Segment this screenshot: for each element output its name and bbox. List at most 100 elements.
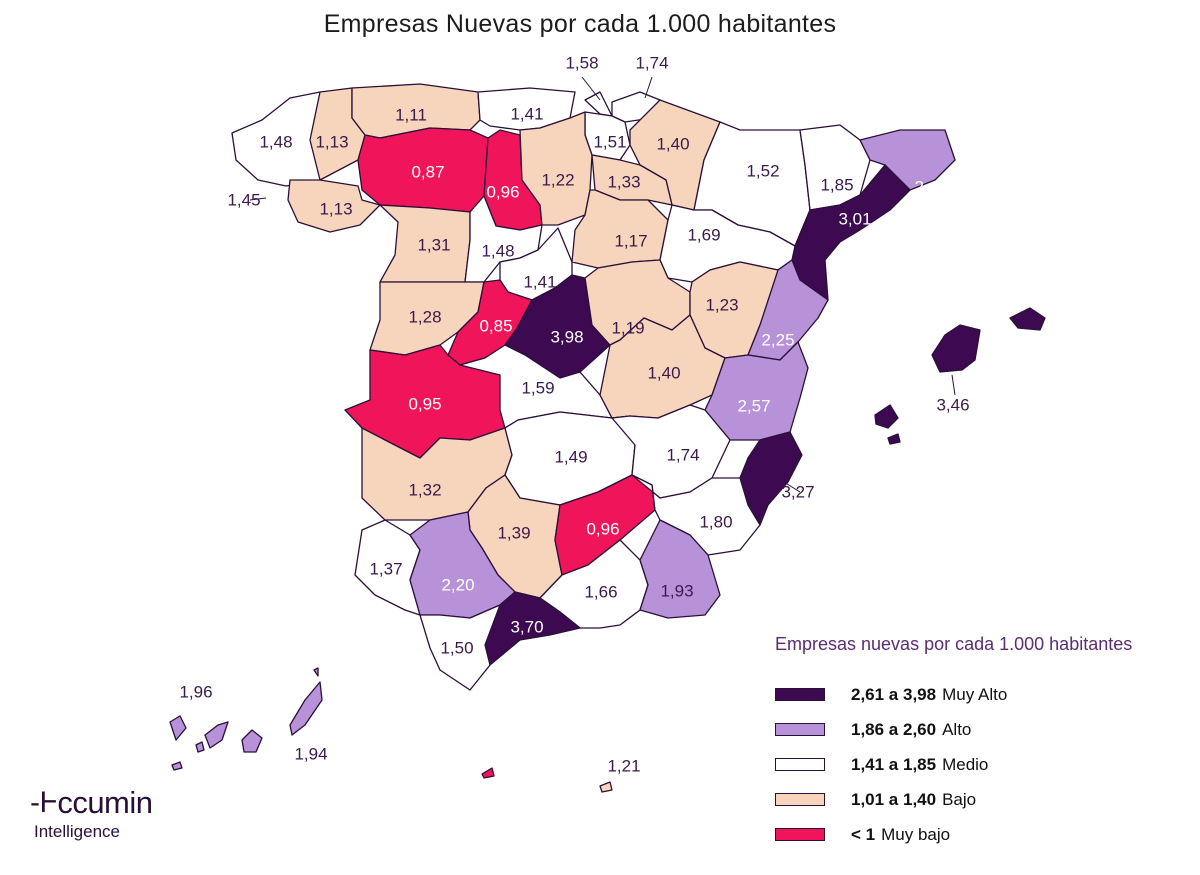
province-area (584, 91, 613, 117)
island-area (1009, 307, 1046, 331)
province-value-label: 1,40 (647, 363, 680, 382)
province-value-label: 3,27 (781, 482, 814, 501)
island-area (171, 761, 183, 771)
province-value-label: 1,74 (666, 445, 699, 464)
province-value-label: 1,13 (315, 132, 348, 151)
province-value-label: 2,41 (914, 177, 947, 196)
province-value-label: 1,74 (635, 53, 668, 72)
province-value-label: 1,23 (705, 295, 738, 314)
province-value-label: 0,87 (411, 162, 444, 181)
province-value-label: 1,66 (584, 582, 617, 601)
label-leader-line (644, 76, 653, 99)
province-area (747, 259, 829, 361)
province-value-label: 1,22 (541, 170, 574, 189)
province-value-label: 1,41 (510, 104, 543, 123)
province-area (931, 324, 981, 373)
province-value-label: 3,70 (510, 617, 543, 636)
province-value-label: 1,58 (565, 53, 598, 72)
province-area (554, 474, 656, 576)
province-value-label: 2,57 (737, 396, 770, 415)
province-area (639, 519, 721, 619)
legend: Empresas nuevas por cada 1.000 habitante… (775, 634, 1195, 852)
province-area (859, 129, 956, 191)
province-area (289, 681, 323, 736)
province-value-label: 1,49 (554, 447, 587, 466)
province-value-label: 1,31 (417, 235, 450, 254)
logo-subtitle: Intelligence (34, 822, 121, 841)
province-area (481, 767, 495, 779)
province-area (599, 781, 613, 793)
legend-swatch (775, 828, 825, 841)
island-area (241, 729, 263, 753)
province-value-label: 0,79 (499, 739, 532, 758)
province-value-label: 1,48 (259, 132, 292, 151)
province-area (611, 404, 731, 499)
province-area (704, 341, 809, 441)
province-value-label: 1,39 (497, 523, 530, 542)
province-value-label: 1,48 (481, 241, 514, 260)
legend-label: Alto (942, 719, 972, 739)
province-shapes (169, 83, 1046, 793)
province-value-label: 3,46 (936, 395, 969, 414)
province-value-label: 1,32 (408, 480, 441, 499)
province-area (791, 164, 911, 301)
province-area (287, 179, 381, 233)
legend-range: 1,01 a 1,40 (851, 789, 937, 809)
province-value-label: 0,95 (408, 394, 441, 413)
province-value-label: 2,25 (761, 330, 794, 349)
accumin-logo: -Ⱶ ccumin Intelligence (30, 785, 153, 842)
province-value-label: 1,69 (687, 225, 720, 244)
legend-swatch (775, 758, 825, 771)
island-area (195, 741, 205, 753)
province-value-label: 1,28 (408, 307, 441, 326)
logo-mark-icon: -Ⱶ (30, 786, 57, 819)
province-value-label: 1,96 (179, 682, 212, 701)
logo-brand: ccumin (57, 785, 153, 820)
legend-range: 1,86 a 2,60 (851, 719, 937, 739)
label-leader-line (783, 481, 801, 493)
island-area (887, 433, 901, 445)
province-value-label: 2,20 (441, 575, 474, 594)
province-value-label: 1,93 (660, 581, 693, 600)
province-value-label: 1,94 (294, 744, 327, 763)
province-value-label: 1,17 (614, 231, 647, 250)
legend-range: < 1 (851, 824, 876, 844)
legend-swatch (775, 688, 825, 701)
province-value-label: 1,51 (593, 132, 626, 151)
legend-range: 1,41 a 1,85 (851, 754, 937, 774)
province-value-label: 3,98 (550, 327, 583, 346)
province-value-label: 1,45 (227, 190, 260, 209)
province-area (739, 431, 803, 526)
province-value-label: 1,21 (607, 756, 640, 775)
province-value-label: 1,85 (820, 175, 853, 194)
legend-label: Medio (942, 754, 989, 774)
province-value-label: 1,59 (521, 378, 554, 397)
province-value-label: 1,13 (319, 199, 352, 218)
label-leaders (249, 76, 956, 493)
legend-label: Muy Alto (942, 684, 1008, 704)
label-leader-line (581, 76, 601, 101)
province-value-label: 1,33 (607, 172, 640, 191)
island-area (313, 667, 319, 677)
province-value-label: 0,96 (486, 182, 519, 201)
province-value-label: 1,80 (699, 512, 732, 531)
province-value-label: 1,40 (656, 134, 689, 153)
province-area (169, 715, 187, 741)
province-value-label: 1,11 (395, 105, 427, 124)
province-labels: 1,48 1,13 1,11 1,41 0,87 0,96 1,45 1,13 1,58 1,74… (179, 53, 969, 775)
legend-range: 2,61 a 3,98 (851, 684, 937, 704)
province-area (419, 604, 501, 691)
province-value-label: 1,41 (523, 272, 556, 291)
legend-swatch (775, 723, 825, 736)
legend-title: Empresas nuevas por cada 1.000 habitante… (775, 634, 1133, 654)
province-value-label: 1,19 (611, 318, 644, 337)
province-value-label: 0,85 (479, 316, 512, 335)
legend-item-muy-bajo: < 1 Muy bajo (775, 817, 1195, 852)
province-value-label: 3,01 (838, 209, 871, 228)
province-value-label: 1,50 (440, 638, 473, 657)
province-value-label: 1,37 (369, 559, 402, 578)
logo-wordmark: -Ⱶ ccumin (30, 785, 153, 821)
province-value-label: 1,52 (746, 161, 779, 180)
island-area (204, 721, 229, 749)
label-leader-line (249, 197, 267, 201)
